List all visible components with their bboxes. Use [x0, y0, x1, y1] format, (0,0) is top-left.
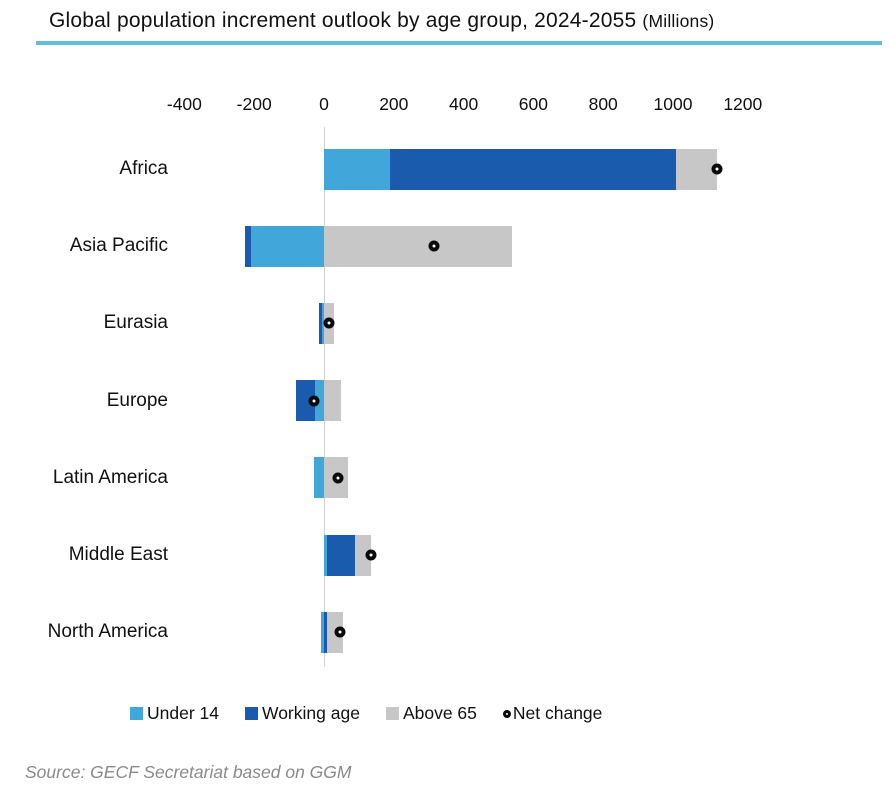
x-axis-tick-label: -400: [166, 94, 202, 114]
bar-segment-above-65-europe: [324, 380, 342, 422]
category-label-africa: Africa: [119, 158, 168, 179]
legend-item-net-change: Net change: [502, 703, 603, 724]
net-change-marker-north-america: [334, 626, 346, 638]
x-axis-tick-label: 600: [518, 94, 548, 114]
x-axis-tick-label: -200: [236, 94, 272, 114]
net-change-marker-eurasia: [323, 317, 335, 329]
bar-segment-above-65-middle-east: [355, 534, 372, 576]
bar-segment-working-age-middle-east: [327, 534, 356, 576]
bar-segment-working-age-asia-pacific: [245, 225, 251, 267]
category-label-eurasia: Eurasia: [103, 312, 168, 334]
legend-item-under-14: Under 14: [130, 703, 219, 724]
bar-segment-under-14-asia-pacific: [250, 225, 324, 267]
legend-swatch-icon: [385, 707, 399, 720]
legend-label: Under 14: [147, 703, 219, 723]
bar-segment-working-age-north-america: [324, 611, 328, 653]
bar-segment-under-14-middle-east: [324, 534, 328, 576]
net-change-marker-africa: [711, 163, 723, 175]
bar-segment-working-age-eurasia: [318, 302, 323, 344]
net-change-marker-middle-east: [365, 549, 377, 561]
legend-label: Net change: [512, 703, 603, 723]
x-axis-tick-label: 800: [588, 94, 618, 114]
bar-segment-working-age-europe: [296, 380, 316, 422]
legend-item-above-65: Above 65: [385, 703, 477, 724]
net-change-marker-latin-america: [332, 472, 344, 484]
legend-swatch-icon: [130, 707, 143, 720]
net-change-marker-asia-pacific: [428, 240, 440, 252]
chart-title: Global population increment outlook by a…: [49, 9, 714, 33]
bar-segment-under-14-africa: [324, 148, 391, 190]
bar-segment-under-14-latin-america: [313, 457, 324, 499]
category-label-europe: Europe: [106, 389, 168, 411]
category-label-asia-pacific: Asia Pacific: [69, 235, 168, 257]
source-note: Source: GECF Secretariat based on GGM: [25, 762, 352, 782]
category-label-middle-east: Middle East: [68, 544, 168, 565]
x-axis-tick-label: 1000: [653, 94, 693, 114]
chart-legend: Under 14 Working age Above 65 Net change: [130, 703, 602, 724]
category-label-north-america: North America: [47, 621, 168, 643]
chart-title-unit: (Millions): [642, 11, 715, 31]
net-change-marker-europe: [308, 395, 320, 407]
bar-segment-working-age-africa: [390, 148, 677, 190]
bar-segment-under-14-eurasia: [322, 302, 324, 344]
bar-segment-above-65-asia-pacific: [324, 225, 513, 267]
bar-segment-under-14-europe: [315, 380, 324, 422]
title-underline-decoration: [36, 41, 882, 45]
x-axis-tick-label: 200: [379, 94, 409, 114]
bar-segment-under-14-north-america: [320, 611, 324, 653]
category-label-latin-america: Latin America: [52, 466, 168, 488]
legend-swatch-icon: [245, 707, 258, 720]
x-axis-tick-label: 1200: [723, 94, 763, 114]
open-circle-icon: [502, 709, 511, 718]
chart-title-text: Global population increment outlook by a…: [49, 9, 637, 32]
x-axis-tick-label: 400: [448, 94, 479, 114]
x-axis-tick-label: 0: [319, 94, 329, 114]
legend-item-working-age: Working age: [245, 703, 360, 724]
legend-label: Above 65: [402, 703, 477, 723]
bar-segment-above-65-africa: [676, 148, 717, 190]
legend-label: Working age: [262, 703, 360, 723]
